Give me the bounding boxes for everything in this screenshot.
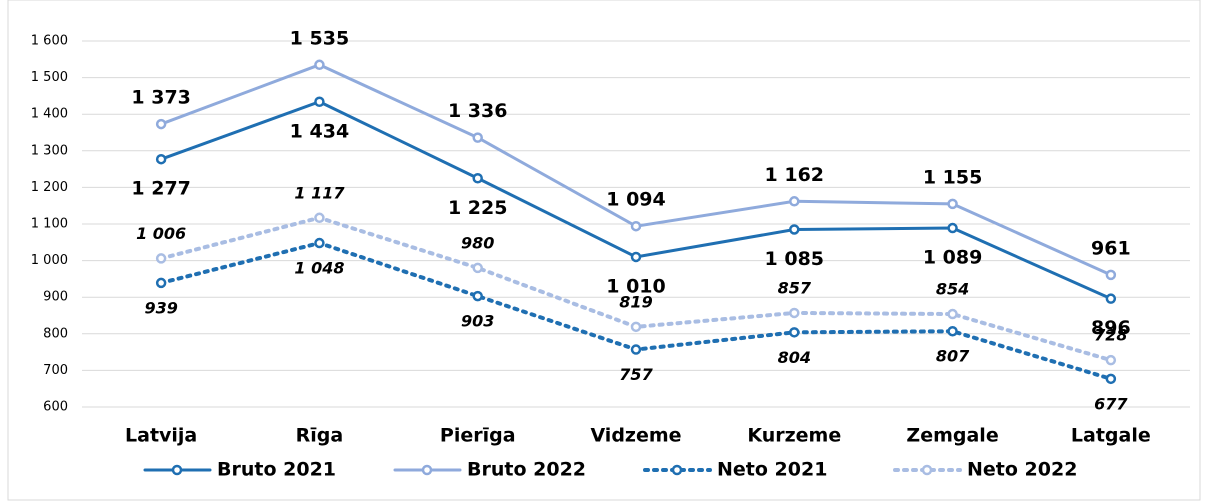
value-label: 1 094 [606,189,666,211]
marker [472,290,483,302]
value-label: 1 085 [765,248,825,270]
marker [155,253,167,264]
x-tick-label: Kurzeme [747,425,841,447]
marker [789,196,800,207]
value-label: 728 [1094,326,1127,345]
marker [314,59,325,71]
marker [947,308,958,320]
marker [1105,293,1117,304]
marker [314,237,325,249]
marker [630,344,642,355]
y-tick-label: 1 400 [31,107,68,122]
marker [630,321,642,333]
x-tick-label: Pierīga [440,425,516,447]
x-tick-label: Rīga [296,425,344,447]
value-label: 677 [1094,394,1128,413]
marker [314,96,325,108]
legend-marker [921,464,933,476]
value-label: 1 434 [290,120,350,142]
marker [947,325,958,337]
y-tick-label: 1 500 [31,70,68,85]
value-label: 807 [936,347,970,366]
value-label: 1 048 [294,259,344,278]
value-label: 804 [778,348,811,367]
marker [947,222,958,234]
chart-border [7,0,1201,501]
y-tick-label: 1 000 [31,253,68,268]
value-label: 1 277 [131,178,191,200]
value-label: 857 [778,278,812,297]
legend-label: Neto 2022 [967,459,1077,481]
y-tick-label: 800 [43,326,68,341]
value-label: 1 162 [765,164,825,186]
legend-marker [671,464,683,476]
value-label: 939 [144,298,177,317]
marker [789,327,800,338]
y-tick-label: 700 [43,363,68,378]
marker [155,118,167,130]
value-label: 1 117 [294,183,345,202]
value-label: 757 [619,365,653,384]
y-tick-label: 1 200 [31,180,68,195]
legend-label: Bruto 2021 [217,459,336,481]
x-tick-label: Zemgale [906,425,998,447]
marker [314,212,325,224]
marker [155,153,167,165]
marker [630,251,642,263]
y-tick-label: 1 600 [31,34,68,49]
value-label: 903 [461,312,494,331]
marker [472,173,483,184]
x-tick-label: Latgale [1071,425,1151,447]
y-tick-label: 600 [43,400,68,415]
value-label: 980 [461,233,494,252]
value-label: 1 155 [923,166,983,188]
marker [1105,354,1117,366]
value-label: 1 373 [131,87,191,109]
legend-marker [171,464,183,476]
value-label: 961 [1091,237,1131,259]
marker [789,224,800,235]
marker [1105,269,1117,281]
value-label: 819 [619,292,652,311]
marker [1105,373,1117,385]
value-label: 1 535 [290,27,350,49]
marker [155,277,167,289]
value-label: 896 [1091,317,1131,339]
marker [472,262,483,274]
y-tick-label: 900 [43,290,68,305]
marker [947,198,958,210]
legend-marker [421,464,433,476]
value-label: 1 010 [606,275,666,297]
legend-label: Bruto 2022 [467,459,586,481]
marker [789,307,800,319]
y-tick-label: 1 100 [31,217,68,232]
marker [630,220,642,232]
value-label: 1 225 [448,197,508,219]
x-tick-label: Vidzeme [590,425,681,447]
y-tick-label: 1 300 [31,143,68,158]
value-label: 1 336 [448,100,508,122]
marker [472,132,483,143]
value-label: 1 006 [136,224,186,243]
x-tick-label: Latvija [125,425,197,447]
legend-label: Neto 2021 [717,459,827,481]
value-label: 1 089 [923,247,983,269]
value-label: 854 [936,280,969,299]
